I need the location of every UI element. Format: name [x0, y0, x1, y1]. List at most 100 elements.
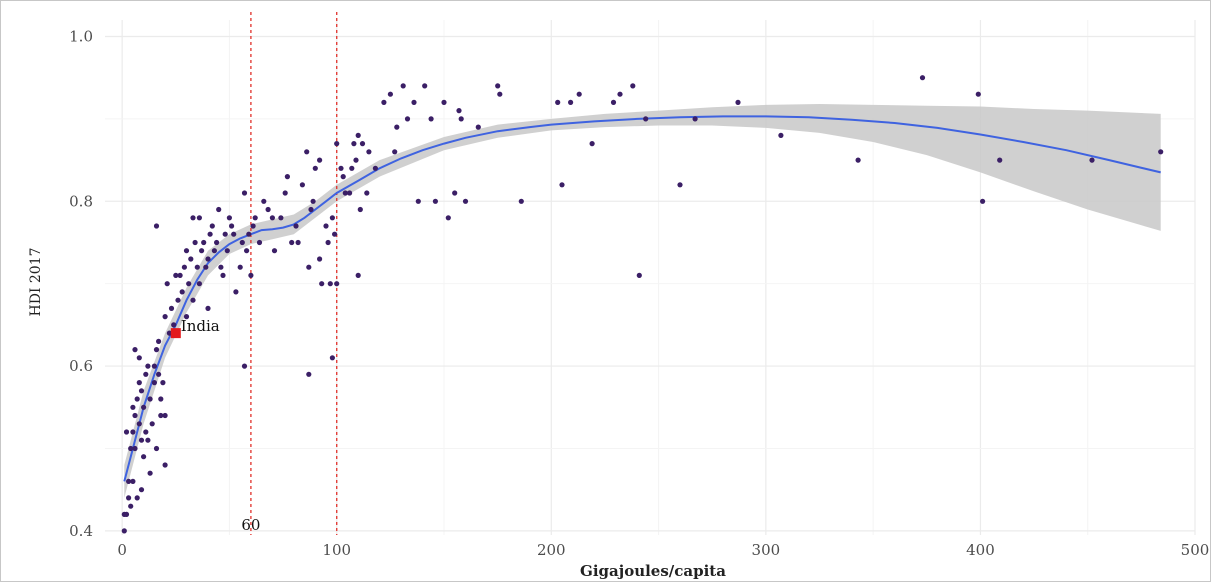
data-point [312, 165, 318, 171]
data-point [205, 256, 211, 262]
data-point [289, 239, 295, 246]
data-point [136, 380, 142, 386]
data-point [231, 231, 237, 237]
data-point [149, 421, 155, 427]
x-tick-label: 500 [1181, 541, 1210, 559]
data-point [329, 355, 335, 361]
data-point [190, 297, 196, 303]
data-point [203, 264, 209, 270]
data-point [327, 281, 333, 287]
data-point [351, 141, 357, 147]
data-point [518, 198, 524, 204]
data-point [211, 248, 217, 254]
data-point [175, 297, 181, 303]
data-point [205, 305, 211, 311]
data-point [153, 347, 160, 353]
data-point [323, 223, 329, 229]
data-point [130, 478, 136, 484]
data-point [428, 116, 434, 122]
data-point [171, 322, 177, 328]
data-point [141, 454, 147, 460]
data-point [415, 198, 421, 204]
data-point [126, 478, 132, 484]
data-point [299, 182, 305, 188]
data-point [166, 330, 172, 336]
data-point [183, 248, 190, 254]
data-point [123, 511, 130, 517]
data-point [188, 256, 194, 262]
data-point [692, 116, 698, 122]
data-point [246, 231, 252, 237]
data-point [1158, 149, 1164, 155]
data-point [168, 305, 175, 311]
data-point [372, 165, 378, 171]
reference-lines: 60 [241, 12, 338, 535]
data-point [207, 231, 213, 237]
data-point [130, 429, 136, 435]
data-point [136, 421, 142, 427]
data-point [284, 174, 290, 180]
data-point [147, 470, 153, 476]
data-point [132, 445, 138, 452]
data-point [209, 223, 215, 229]
data-point [237, 264, 243, 270]
data-point [201, 239, 207, 246]
data-point [422, 83, 428, 89]
data-point [132, 412, 138, 419]
data-point [271, 248, 278, 254]
data-point [338, 165, 344, 171]
data-point [308, 206, 314, 213]
data-point [147, 396, 153, 402]
data-point [334, 141, 340, 147]
data-point [138, 388, 145, 394]
data-point [138, 487, 145, 493]
data-point [136, 355, 142, 361]
data-point [214, 239, 220, 246]
data-point [975, 91, 981, 97]
data-point [194, 264, 200, 270]
data-point [151, 380, 157, 386]
data-point [475, 124, 481, 130]
data-point [239, 239, 245, 246]
data-point [559, 182, 565, 188]
data-point [196, 281, 202, 287]
x-tick-label: 100 [322, 541, 351, 559]
data-point [241, 190, 248, 196]
data-point [186, 281, 192, 287]
data-point [190, 215, 196, 221]
data-point [997, 157, 1003, 163]
data-point [181, 264, 187, 270]
data-point [855, 157, 861, 163]
y-tick-label: 0.4 [69, 522, 93, 540]
data-point [179, 289, 185, 295]
data-point [218, 264, 224, 270]
data-point [364, 190, 370, 196]
data-point [387, 91, 393, 97]
data-point [143, 429, 149, 435]
data-point [317, 256, 323, 262]
data-point [153, 223, 160, 229]
data-point [164, 281, 170, 287]
y-axis-title: HDI 2017 [28, 247, 44, 316]
data-point [310, 198, 316, 204]
data-point [306, 371, 312, 377]
y-tick-label: 0.6 [69, 357, 93, 375]
data-points [121, 75, 1164, 534]
data-point [306, 264, 312, 270]
grid-lines [105, 20, 1196, 535]
data-point [199, 248, 205, 254]
data-point [132, 347, 138, 353]
data-point [162, 412, 168, 419]
data-point [130, 404, 136, 410]
x-axis-title: Gigajoules/capita [580, 562, 726, 580]
confidence-band-area [124, 104, 1161, 498]
data-point [162, 462, 168, 468]
data-point [462, 198, 469, 204]
data-point [381, 99, 387, 105]
data-point [126, 495, 132, 501]
data-point [980, 198, 986, 204]
x-tick-label: 400 [966, 541, 995, 559]
data-point [269, 215, 275, 221]
data-point [265, 206, 271, 213]
